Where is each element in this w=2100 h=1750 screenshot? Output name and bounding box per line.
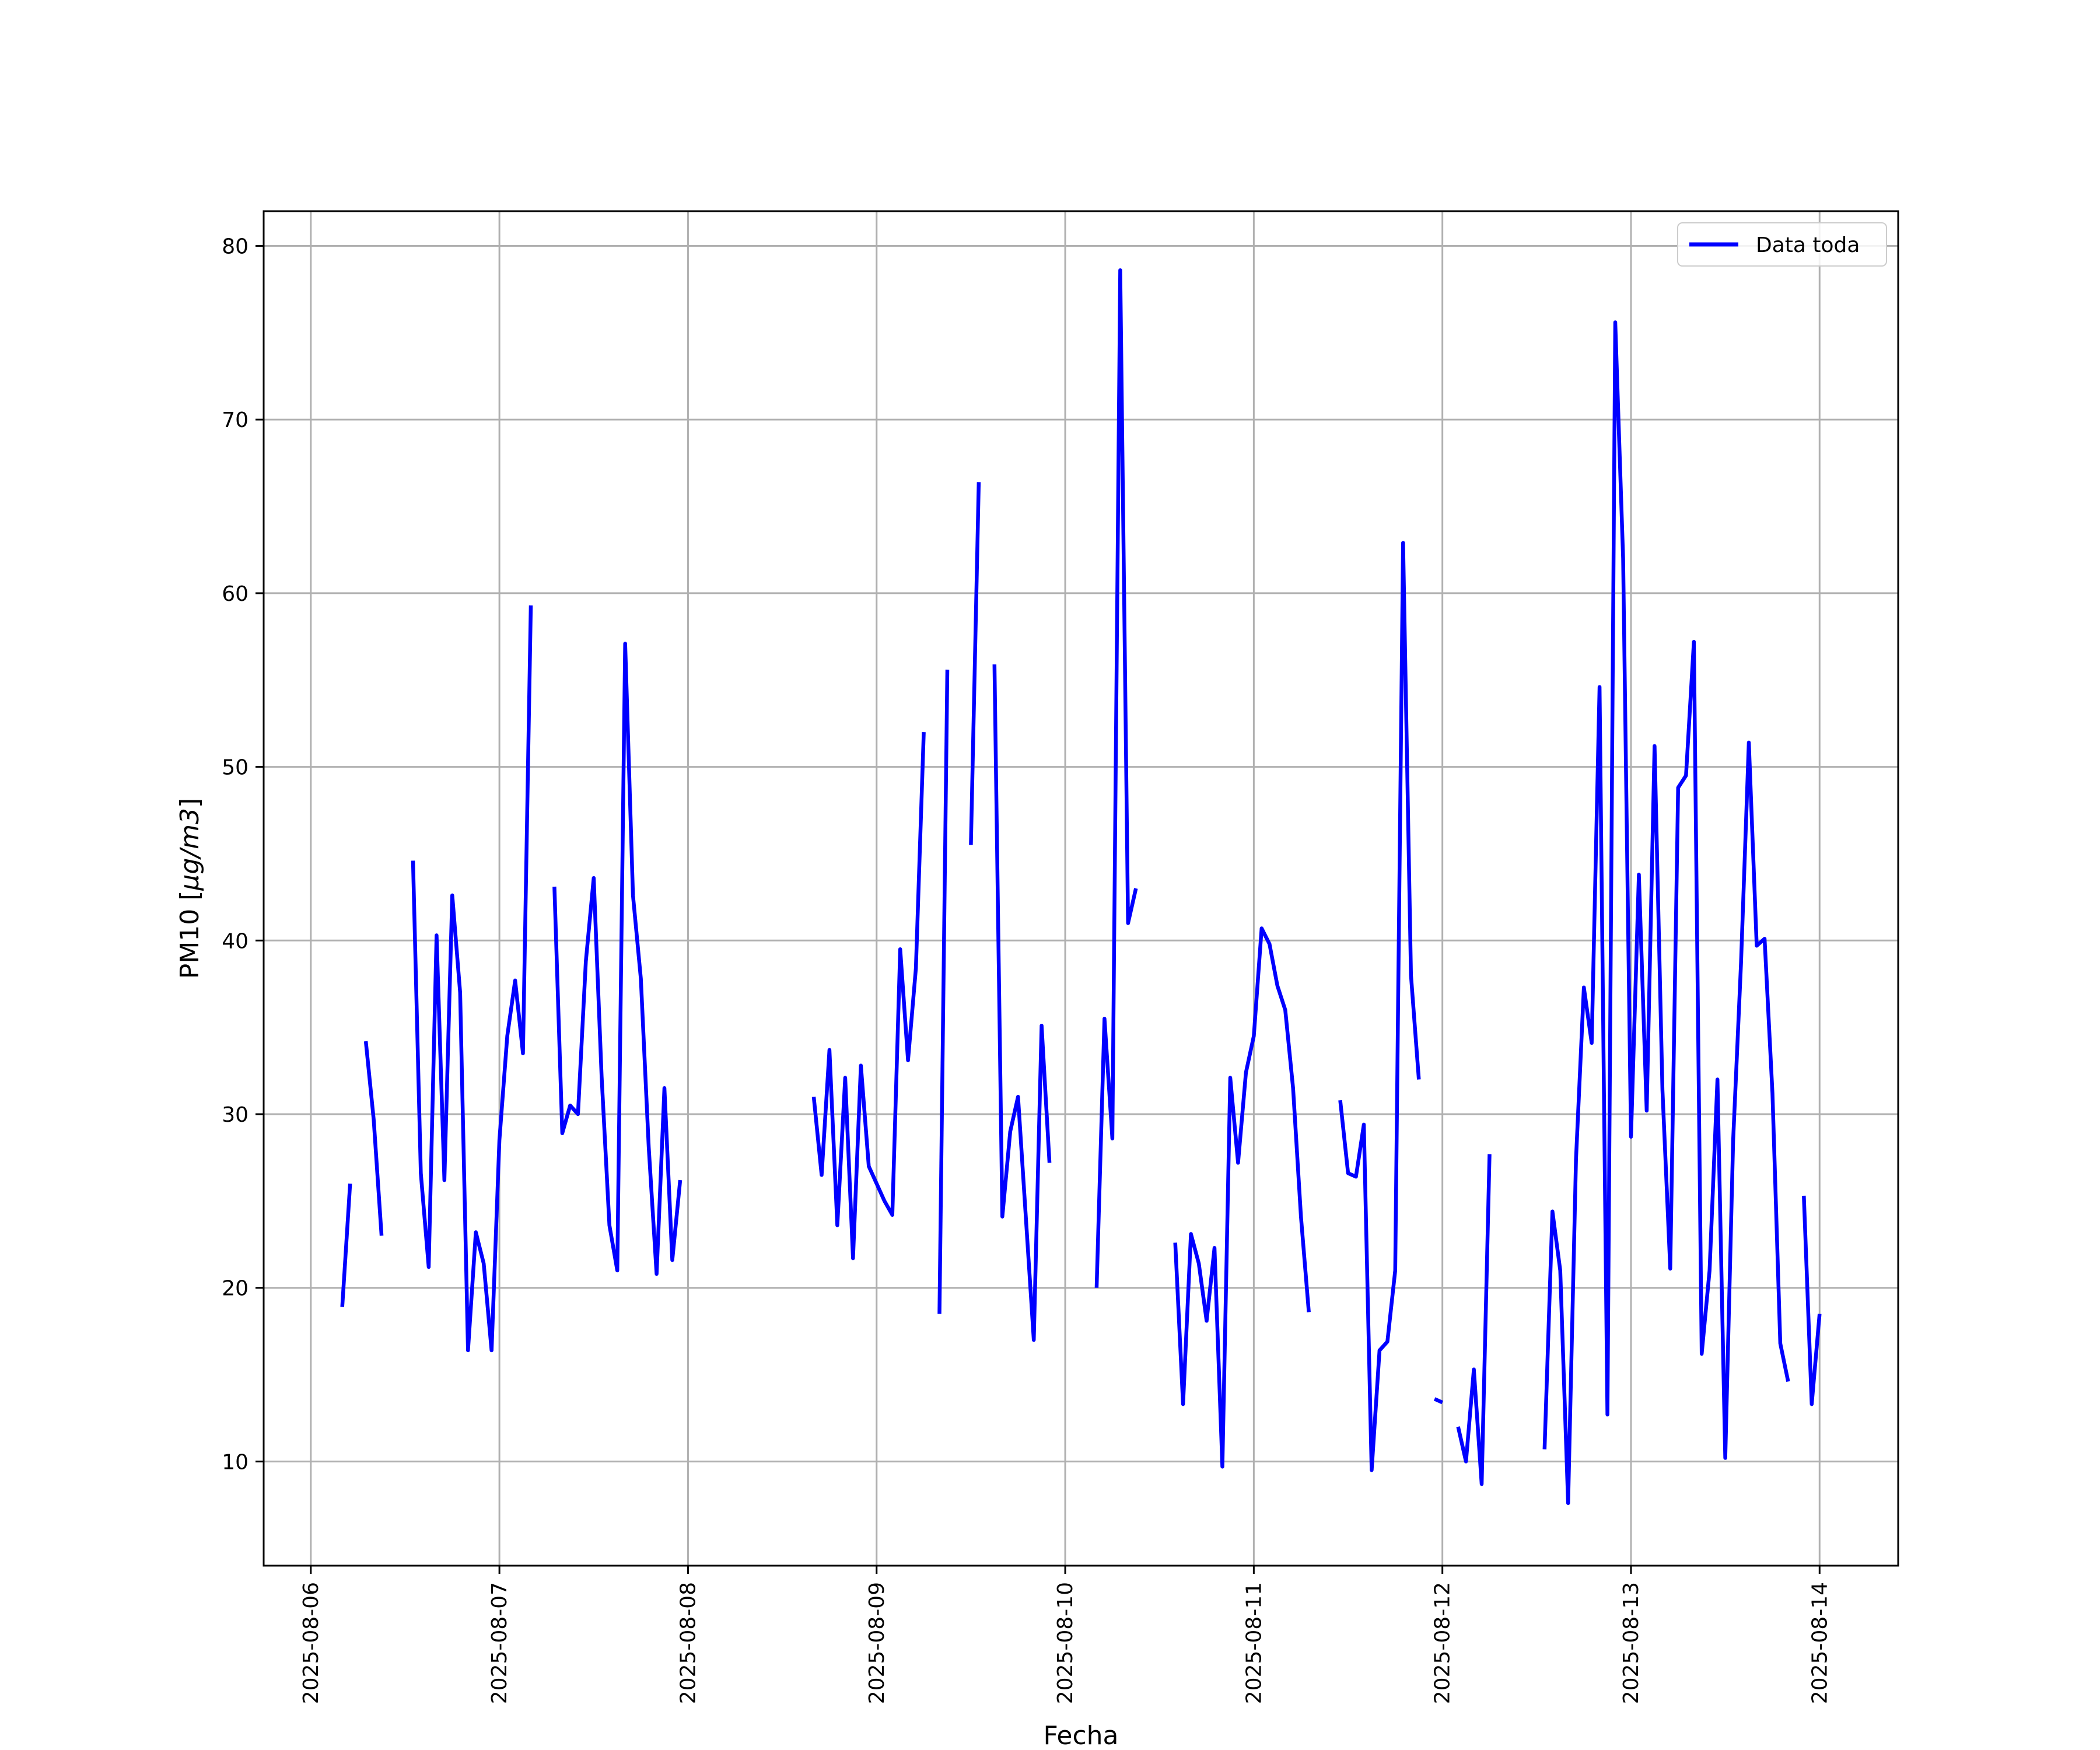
x-tick-label: 2025-08-09 [865,1582,889,1704]
series-line-segment [1338,541,1421,1472]
y-axis-label: PM10 [μg/m3] [175,798,205,979]
y-tick-label: 40 [222,929,249,953]
x-tick-label: 2025-08-08 [676,1582,700,1704]
series-layer [340,268,1822,1506]
series-line-segment [992,664,1052,1342]
series-line-segment [969,482,981,845]
y-tick-label: 60 [222,582,249,606]
y-axis-label-close: ] [175,798,205,808]
series-line-segment [1433,1397,1444,1405]
axis-ticks [256,245,1821,1574]
legend: Data toda [1677,222,1887,267]
y-tick-label: 50 [222,756,249,780]
series-line-segment [340,1183,352,1307]
y-tick-label: 20 [222,1277,249,1301]
y-axis-label-unit: μg/m3 [175,808,205,891]
x-tick-label: 2025-08-06 [299,1582,323,1704]
y-tick-label: 10 [222,1450,249,1474]
series-line-segment [552,642,682,1276]
plot-frame [262,210,1899,1567]
y-axis-label-main: PM10 [ [175,891,205,979]
x-tick-label: 2025-08-12 [1431,1582,1455,1704]
series-line-segment [1802,1195,1822,1406]
legend-label: Data toda [1756,233,1860,257]
series-line-segment [1173,926,1311,1469]
x-tick-label: 2025-08-10 [1054,1582,1077,1704]
x-tick-labels: 2025-08-06 2025-08-07 2025-08-08 2025-08-09… [299,1582,1832,1704]
series-line-segment [1456,1154,1492,1486]
x-tick-label: 2025-08-13 [1619,1582,1643,1704]
y-tick-label: 70 [222,408,249,432]
series-line-segment [1542,320,1790,1506]
series-line-segment [937,669,950,1314]
y-tick-labels: 10 20 30 40 50 60 70 80 [222,235,249,1475]
x-axis-label: Fecha [1043,1721,1118,1750]
x-tick-label: 2025-08-14 [1808,1582,1832,1704]
legend-box [1677,222,1887,267]
x-tick-label: 2025-08-07 [488,1582,512,1704]
series-line-segment [363,1041,384,1236]
y-tick-label: 30 [222,1103,249,1127]
grid [264,211,1898,1566]
series-line-segment [811,732,926,1261]
series-line-segment [1094,268,1138,1288]
series-line-segment [411,605,533,1353]
x-tick-label: 2025-08-11 [1242,1582,1266,1704]
y-tick-label: 80 [222,235,249,259]
